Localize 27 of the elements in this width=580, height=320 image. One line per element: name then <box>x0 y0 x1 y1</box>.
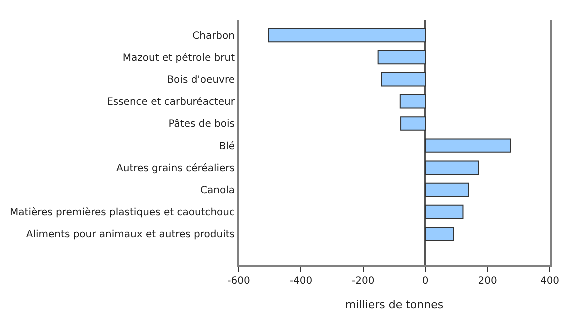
bar <box>425 160 480 175</box>
y-tick-label: Canola <box>200 185 235 196</box>
bar <box>268 28 426 43</box>
bar <box>425 182 470 198</box>
x-axis-title: milliers de tonnes <box>345 298 444 312</box>
y-tick-label: Autres grains céréaliers <box>116 163 235 174</box>
y-tick-label: Pâtes de bois <box>168 119 235 130</box>
bar <box>400 116 426 131</box>
x-tick-label: 0 <box>422 276 429 287</box>
y-tick-label: Bois d'oeuvre <box>167 75 235 86</box>
x-tick-label: 200 <box>478 276 498 287</box>
bar <box>425 204 464 220</box>
x-tick-label: -200 <box>352 276 375 287</box>
bar <box>381 72 426 87</box>
bar <box>378 50 426 65</box>
y-tick-label: Matières premières plastiques et caoutchouc <box>10 208 235 219</box>
x-tick-label: -400 <box>290 276 313 287</box>
bar <box>425 226 454 242</box>
bar <box>425 138 512 153</box>
x-tick-label: -600 <box>228 276 250 287</box>
y-tick-label: Charbon <box>192 30 235 42</box>
y-tick-label: Mazout et pétrole brut <box>122 53 236 64</box>
bar <box>400 94 426 109</box>
y-tick-label: Aliments pour animaux et autres produits <box>26 230 235 241</box>
y-tick-label: Essence et carburéacteur <box>107 97 236 108</box>
y-tick-label: Blé <box>219 141 235 152</box>
x-tick-label: 400 <box>540 276 560 287</box>
